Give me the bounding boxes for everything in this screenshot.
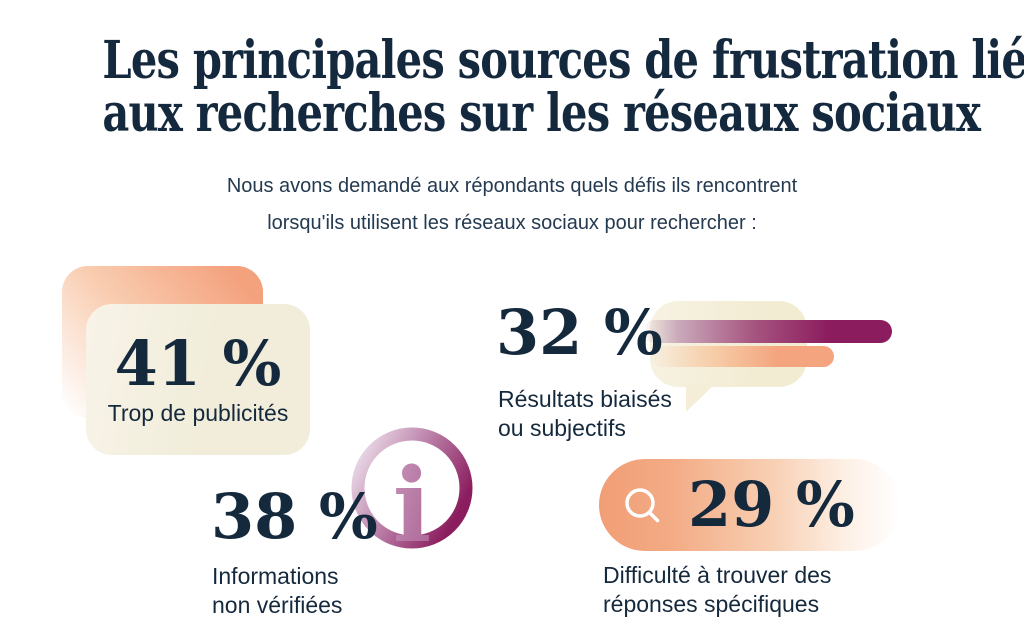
speech-bubble-icon [650, 301, 807, 387]
page-subtitle-line2: lorsqu'ils utilisent les réseaux sociaux… [267, 212, 757, 234]
stat-label-biased-line1: Résultats biaisés [498, 386, 672, 412]
search-pill [599, 459, 900, 551]
info-icon-glyph: i [393, 446, 432, 551]
salmon-bar [650, 346, 834, 367]
speech-bubble-tail [686, 385, 714, 412]
page-title-line2: aux recherches sur les réseaux sociaux [102, 83, 981, 144]
info-circle-icon: i [351, 427, 473, 551]
page-subtitle: Nous avons demandé aux répondants quels … [0, 168, 1024, 242]
stat-value-biased: 32 % [496, 296, 663, 369]
search-icon [625, 488, 660, 523]
stat-value-ads: 41 % [114, 327, 282, 400]
purple-bar [643, 320, 892, 343]
stat-label-specific-answers-line2: réponses spécifiques [603, 591, 820, 617]
stat-label-unverified: Informations non vérifiées [212, 562, 342, 620]
stat-card-too-many-ads: 41 % Trop de publicités [86, 304, 310, 455]
stat-value-unverified: 38 % [211, 480, 378, 553]
stat-label-unverified-line1: Informations [212, 563, 339, 589]
page-subtitle-line1: Nous avons demandé aux répondants quels … [226, 175, 798, 197]
stat-label-biased: Résultats biaisés ou subjectifs [498, 385, 672, 443]
stat-label-specific-answers-line1: Difficulté à trouver des [603, 562, 832, 588]
stat-label-unverified-line2: non vérifiées [212, 592, 343, 618]
info-ring-stroke [351, 427, 473, 549]
page-title-line1: Les principales sources de frustration l… [102, 30, 1024, 91]
stat-label-specific-answers: Difficulté à trouver des réponses spécif… [603, 561, 831, 619]
stat-value-specific-answers: 29 % [688, 468, 855, 541]
page-title: Les principales sources de frustration l… [0, 34, 1024, 140]
stat-label-biased-line2: ou subjectifs [498, 415, 626, 441]
stat-label-ads: Trop de publicités [107, 400, 289, 426]
